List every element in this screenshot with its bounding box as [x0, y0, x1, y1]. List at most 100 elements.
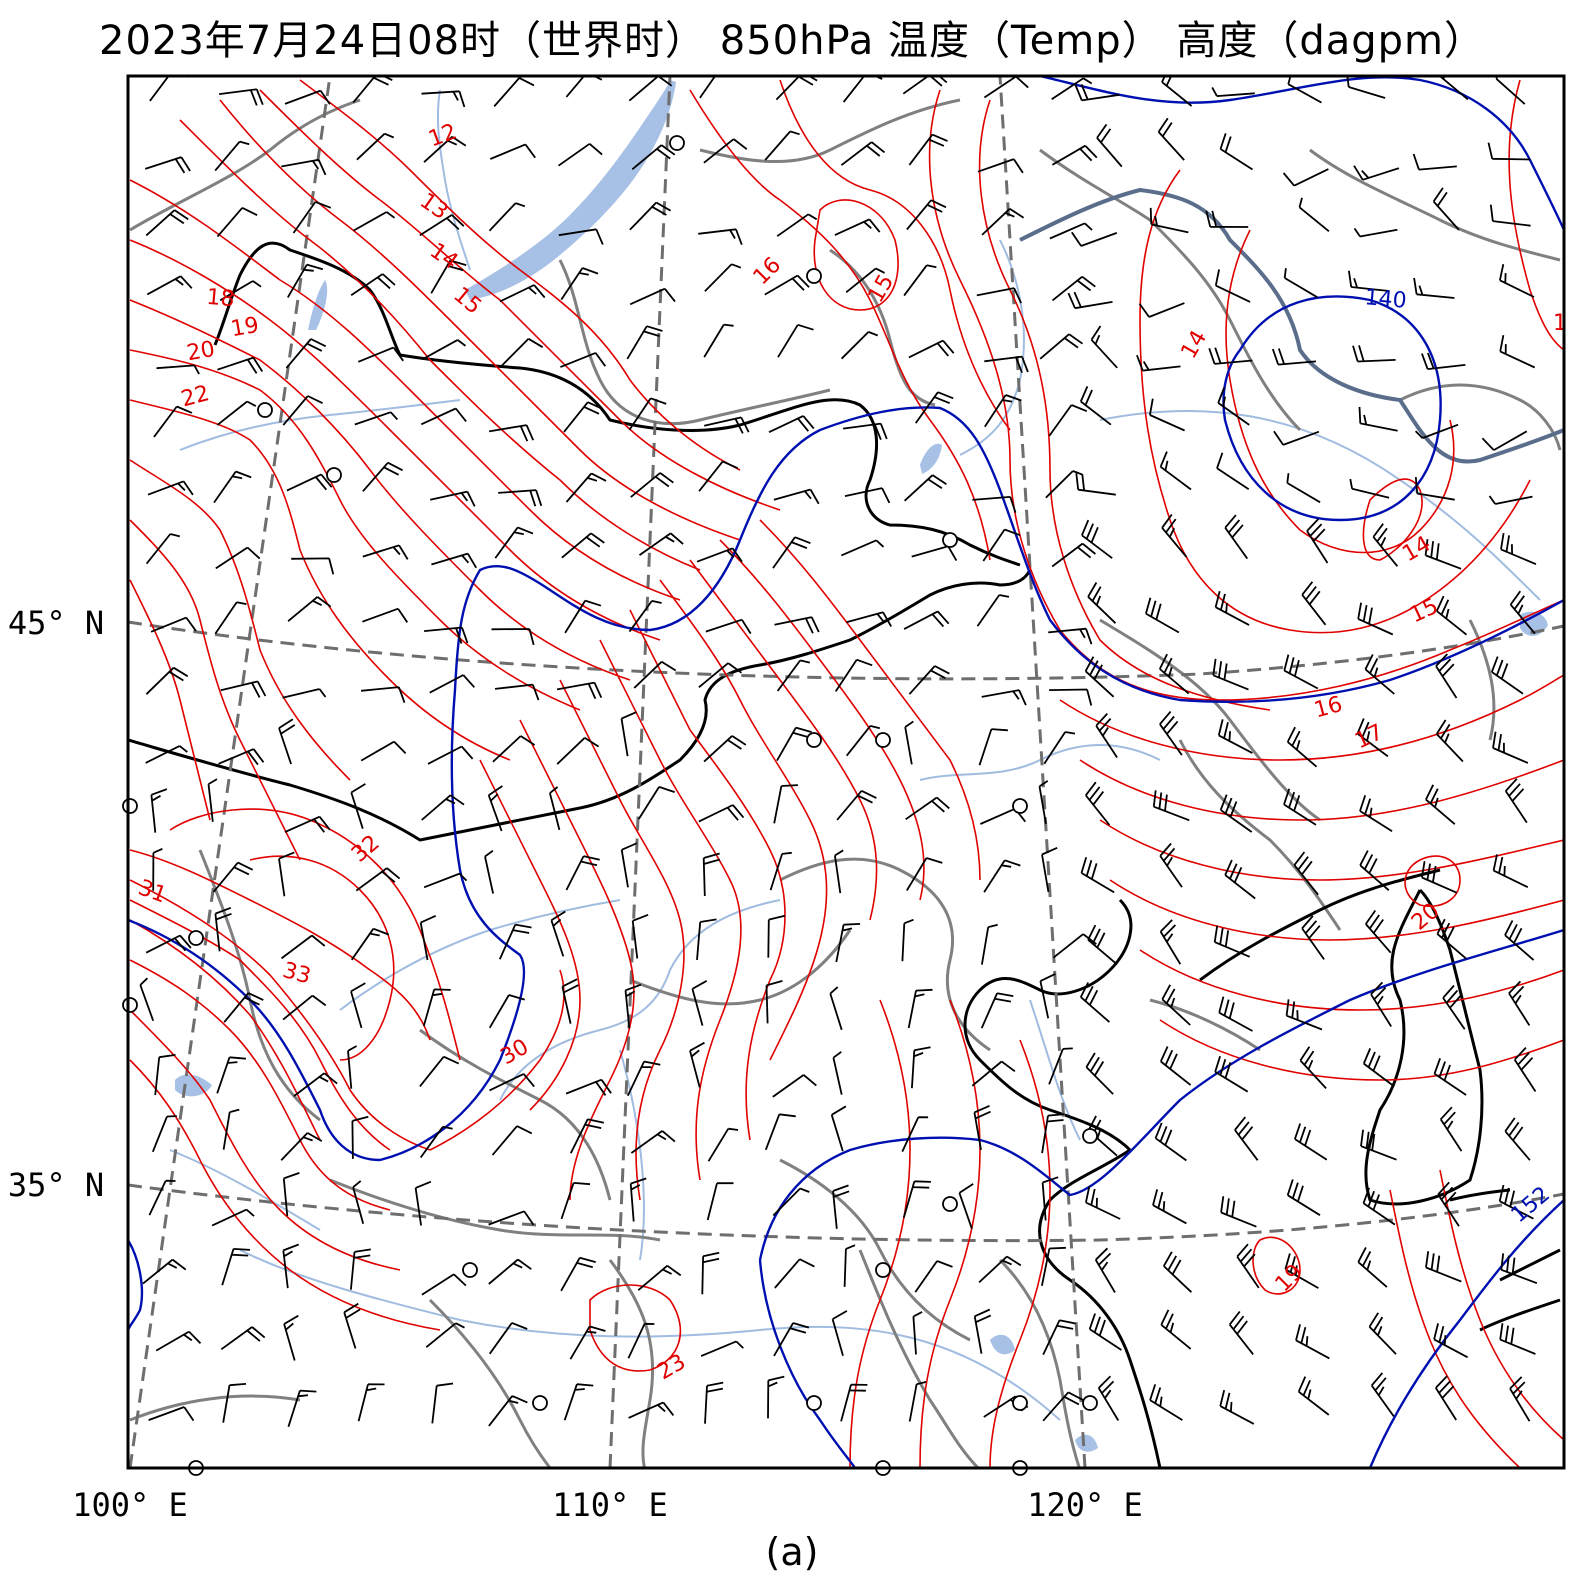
- station-circle: [188, 930, 204, 946]
- wind-barb: [1372, 523, 1399, 567]
- wind-barb: [703, 323, 734, 358]
- wind-barb: [1159, 842, 1183, 888]
- wind-barb: [1435, 595, 1468, 636]
- wind-barb: [419, 914, 437, 961]
- wind-barb: [1085, 781, 1111, 826]
- wind-barb: [293, 1072, 338, 1097]
- wind-barb: [1213, 925, 1251, 958]
- wind-barb: [1297, 1376, 1330, 1416]
- wind-barb: [362, 544, 409, 560]
- wind-barb: [1283, 268, 1318, 299]
- wind-barb: [1217, 387, 1250, 426]
- wind-barb: [282, 1172, 300, 1217]
- wind-barb: [1212, 658, 1249, 691]
- wind-barb: [1414, 477, 1455, 501]
- wind-barb: [211, 1208, 255, 1227]
- wind-barb: [1425, 1251, 1462, 1283]
- wind-barb: [1357, 1246, 1388, 1288]
- wind-barb: [624, 983, 642, 1029]
- wind-barb: [772, 536, 811, 569]
- wind-barb: [563, 401, 604, 433]
- wind-barb: [558, 228, 604, 245]
- wind-barb: [840, 1383, 868, 1422]
- wind-barb: [630, 1130, 676, 1154]
- temp-label: 19: [1271, 1260, 1308, 1297]
- wind-barb: [973, 1308, 992, 1354]
- temp-label: 12: [425, 119, 460, 152]
- wind-barb: [1283, 788, 1317, 826]
- wind-barb: [556, 737, 600, 765]
- wind-barb: [1433, 1323, 1469, 1359]
- temp-label: 31: [135, 875, 170, 908]
- wind-barb: [906, 857, 943, 891]
- wind-barb: [1492, 731, 1529, 764]
- wind-barb: [1364, 654, 1395, 695]
- wind-barb: [152, 847, 163, 891]
- wind-barb: [214, 601, 247, 635]
- lake-taihu: [1075, 1434, 1098, 1452]
- wind-barb: [215, 546, 261, 570]
- wind-barb: [139, 977, 155, 1022]
- wind-barb: [352, 1180, 365, 1225]
- wind-barb: [564, 599, 602, 634]
- wind-barb: [421, 1273, 467, 1296]
- wind-barb: [845, 267, 886, 294]
- wind-barb: [767, 1375, 785, 1419]
- wind-barb: [145, 745, 188, 764]
- y-tick-label: 45° N: [8, 604, 104, 642]
- wind-barb: [421, 794, 465, 821]
- wind-barb: [1437, 1181, 1460, 1227]
- wind-barb: [145, 934, 192, 954]
- wind-barb: [772, 1187, 810, 1217]
- wind-barb: [1208, 347, 1253, 365]
- wind-barb: [565, 855, 600, 891]
- station-circle: [1082, 1128, 1098, 1144]
- wind-barb: [350, 1248, 371, 1290]
- wind-barb: [1149, 1384, 1183, 1421]
- wind-barb: [488, 1258, 532, 1285]
- wind-barb: [414, 1180, 432, 1226]
- wind-barb: [983, 859, 1021, 893]
- wind-barb: [1088, 1313, 1122, 1351]
- wind-barb: [148, 1179, 176, 1216]
- wind-barb: [488, 1210, 535, 1226]
- wind-barb: [1500, 1253, 1538, 1285]
- wind-barb: [907, 988, 933, 1029]
- station-circles: [122, 135, 1098, 1476]
- wind-barb: [218, 748, 265, 766]
- wind-barb: [911, 545, 958, 562]
- wind-barb: [631, 913, 649, 959]
- wind-barb: [1219, 133, 1253, 171]
- wind-barb: [620, 711, 637, 757]
- station-circle: [532, 1395, 548, 1411]
- wind-barb: [560, 352, 607, 368]
- wind-barb: [776, 213, 818, 237]
- wind-barb: [560, 267, 599, 301]
- wind-barb: [773, 784, 798, 824]
- wind-barb: [420, 407, 467, 426]
- wind-barb: [222, 1383, 247, 1423]
- wind-barb: [699, 76, 717, 99]
- wind-barb: [1087, 1115, 1118, 1157]
- wind-barb: [1271, 348, 1317, 366]
- wind-barb: [980, 992, 1014, 1029]
- temp-label: 33: [280, 958, 314, 989]
- wind-barb: [908, 133, 948, 166]
- temp-label: 15: [1406, 594, 1442, 628]
- wind-barb: [1489, 204, 1531, 227]
- wind-barb: [846, 611, 892, 627]
- wind-barb: [1504, 778, 1528, 824]
- wind-barb: [427, 745, 474, 765]
- wind-barb: [1090, 325, 1118, 369]
- wind-barb: [912, 1311, 923, 1355]
- wind-barb: [1295, 1324, 1330, 1360]
- wind-barb: [629, 1177, 647, 1222]
- wind-barb: [903, 610, 950, 630]
- x-tick-label: 110° E: [552, 1486, 668, 1524]
- wind-barb: [829, 986, 843, 1031]
- wind-barb: [361, 686, 406, 704]
- wind-barb: [287, 596, 332, 622]
- temp-label: 19: [229, 313, 261, 342]
- wind-barb: [984, 394, 1022, 428]
- wind-barb: [282, 395, 323, 426]
